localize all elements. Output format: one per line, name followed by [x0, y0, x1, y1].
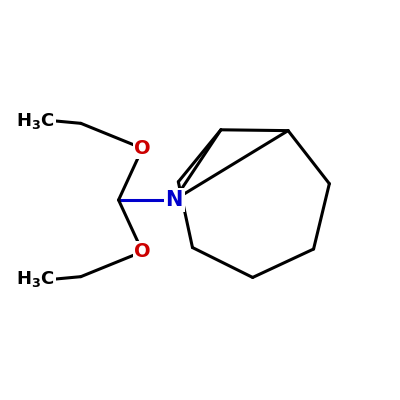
Text: $\mathregular{H_3C}$: $\mathregular{H_3C}$ — [16, 110, 54, 130]
Text: N: N — [166, 190, 183, 210]
Text: O: O — [134, 242, 151, 261]
Text: $\mathregular{H_3C}$: $\mathregular{H_3C}$ — [16, 270, 54, 290]
Text: O: O — [134, 139, 151, 158]
